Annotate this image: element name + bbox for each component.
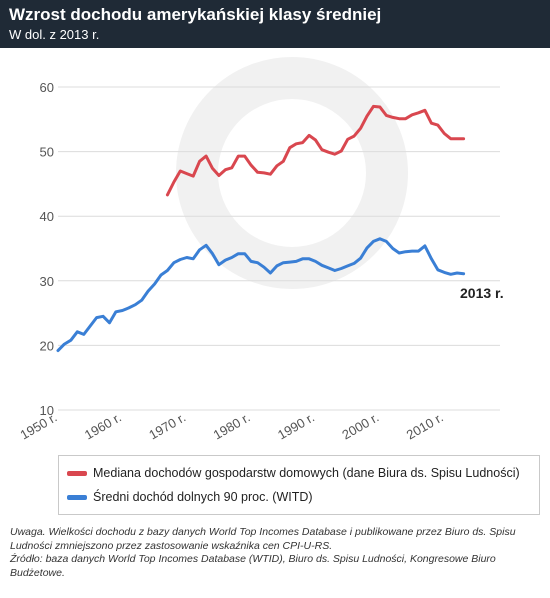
y-tick-label: 10 <box>40 403 54 418</box>
series-lines <box>56 104 466 353</box>
y-tick-label: 30 <box>40 274 54 289</box>
chart-header: Wzrost dochodu amerykańskiej klasy średn… <box>0 0 550 48</box>
legend-label-median: Mediana dochodów gospodarstw domowych (d… <box>93 466 520 480</box>
x-tick-label: 2000 r. <box>339 410 381 443</box>
legend-item-witd: Średni dochód dolnych 90 proc. (WITD) <box>67 487 313 507</box>
grid <box>58 86 500 411</box>
x-tick-label: 2010 r. <box>404 410 446 443</box>
series-line-median <box>165 104 466 197</box>
legend-item-median: Mediana dochodów gospodarstw domowych (d… <box>67 463 520 483</box>
x-tick-label: 1980 r. <box>211 410 253 443</box>
watermark <box>176 57 408 289</box>
chart-subtitle: W dol. z 2013 r. <box>9 27 100 42</box>
line-chart: 10 20 30 40 50 60 1950 r. 1960 r. 1970 r. 1980 r… <box>18 57 504 443</box>
y-tick-label: 40 <box>40 209 54 224</box>
x-tick-label: 1970 r. <box>146 410 188 443</box>
x-tick-label: 1950 r. <box>18 410 60 443</box>
x-axis: 1950 r. 1960 r. 1970 r. 1980 r. 1990 r. 2000 … <box>18 410 446 443</box>
legend-swatch-red <box>67 470 87 476</box>
series-line-witd <box>56 237 466 353</box>
note-zrodlo: Źródło: baza danych World Top Incomes Da… <box>10 553 496 579</box>
chart-title: Wzrost dochodu amerykańskiej klasy średn… <box>9 5 382 24</box>
footnotes: Uwaga. Wielkości dochodu z bazy danych W… <box>10 526 540 580</box>
annotation-2013: 2013 r. <box>460 285 504 301</box>
x-tick-label: 1990 r. <box>275 410 317 443</box>
y-axis: 10 20 30 40 50 60 <box>40 80 54 418</box>
x-tick-label: 1960 r. <box>82 410 124 443</box>
y-tick-label: 60 <box>40 80 54 95</box>
note-uwaga: Uwaga. Wielkości dochodu z bazy danych W… <box>10 526 516 552</box>
legend: Mediana dochodów gospodarstw domowych (d… <box>58 455 540 515</box>
legend-swatch-blue <box>67 494 87 500</box>
legend-label-witd: Średni dochód dolnych 90 proc. (WITD) <box>93 490 313 504</box>
y-tick-label: 20 <box>40 338 54 353</box>
y-tick-label: 50 <box>40 145 54 160</box>
